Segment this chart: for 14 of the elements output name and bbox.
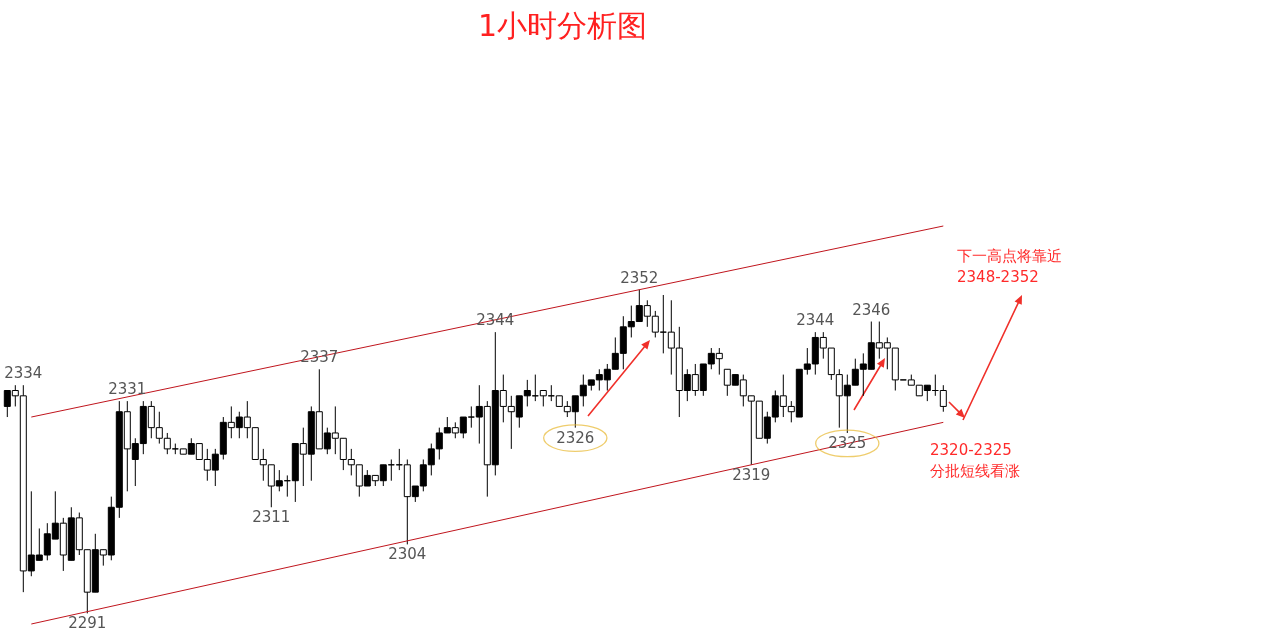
annotation: 2334 — [4, 364, 43, 383]
annotation: 2331 — [108, 380, 147, 399]
annotation: 2326 — [556, 428, 595, 447]
chart-title: 1小时分析图 — [478, 7, 648, 43]
annotation: 2291 — [68, 614, 107, 633]
annotation: 2311 — [252, 508, 291, 527]
candlestick — [939, 384, 947, 413]
annotation: 2346 — [852, 300, 891, 319]
annotation: 2319 — [732, 465, 771, 484]
annotation: 2344 — [796, 311, 835, 330]
text: 下一高点将靠近 2348-2352 — [957, 247, 1062, 286]
annotation: 2304 — [388, 545, 427, 564]
annotation: 2320-2325 分批短线看涨 — [930, 441, 1020, 480]
annotation: 2352 — [620, 268, 659, 287]
